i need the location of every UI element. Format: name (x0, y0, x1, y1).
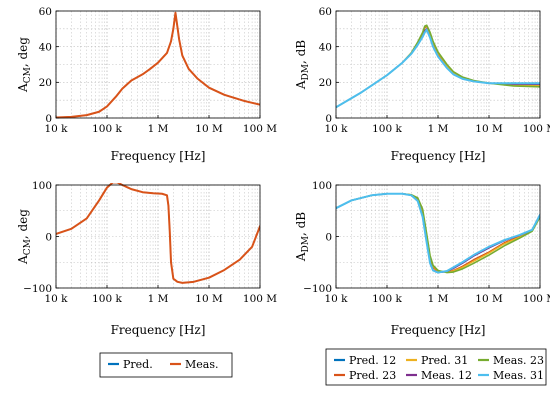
x-axis-label: Frequency [Hz] (111, 149, 206, 163)
legend-label-pred-31: Pred. 31 (421, 354, 468, 367)
series-lines (336, 192, 540, 274)
y-axis-label: ACM, deg (16, 37, 33, 93)
y-tick-label: 20 (39, 77, 52, 89)
series-lines (336, 24, 540, 109)
y-tick-label: 60 (39, 6, 52, 18)
y-tick-label: 0 (325, 113, 332, 125)
series-line-meas-31 (336, 192, 540, 274)
legend-label-meas-12: Meas. 12 (421, 369, 472, 382)
legend-label-pred-23: Pred. 23 (349, 369, 396, 382)
legend-label-pred-: Pred. (123, 358, 153, 371)
x-axis-label: Frequency [Hz] (111, 323, 206, 337)
x-tick-label: 10 M (475, 293, 503, 305)
y-tick-label: 60 (319, 6, 332, 18)
x-tick-label: 1 M (148, 293, 169, 305)
x-axis-label: Frequency [Hz] (391, 323, 486, 337)
x-tick-label: 10 M (195, 123, 223, 135)
y-tick-label: 0 (45, 231, 52, 243)
y-axis-label: ADM, dB (294, 212, 311, 262)
x-tick-label: 100 M (523, 293, 550, 305)
x-tick-label: 100 k (92, 123, 122, 135)
plots-group: 10 k 100 k 1 M 10 M 100 M 0 20 40 60 Frequency [H… (16, 6, 550, 337)
legend-left: Pred. Meas. (99, 352, 233, 378)
x-tick-label: 10 M (475, 123, 503, 135)
x-tick-label: 1 M (428, 123, 449, 135)
x-tick-label: 100 M (243, 123, 277, 135)
y-tick-label: 40 (39, 41, 52, 53)
y-tick-label: 0 (325, 231, 332, 243)
x-tick-label: 100 k (92, 293, 122, 305)
y-tick-label: 40 (319, 41, 332, 53)
x-axis-label: Frequency [Hz] (391, 149, 486, 163)
x-tick-label: 100 M (523, 123, 550, 135)
series-line-meas- (56, 183, 260, 284)
y-tick-label: 0 (45, 113, 52, 125)
x-tick-label: 100 k (372, 293, 402, 305)
x-tick-label: 10 k (324, 123, 348, 135)
legend-label-meas-23: Meas. 23 (493, 354, 544, 367)
x-tick-label: 100 k (372, 123, 402, 135)
series-line-meas- (56, 11, 260, 119)
panel-dm_phase: 10 k 100 k 1 M 10 M 100 M −100 0 100 Frequency [… (294, 180, 550, 337)
x-tick-label: 10 k (44, 123, 68, 135)
y-tick-label: 100 (312, 180, 332, 192)
series-lines (56, 11, 260, 119)
legend-right: Pred. 12 Pred. 31 Meas. 23 Pred. 23 Meas. 12… (325, 348, 547, 386)
x-tick-label: 10 k (44, 293, 68, 305)
x-tick-label: 100 M (243, 293, 277, 305)
legend-box (325, 348, 547, 386)
y-tick-label: −100 (303, 283, 332, 295)
legend-box (99, 352, 233, 378)
series-lines (56, 183, 260, 284)
x-tick-label: 10 k (324, 293, 348, 305)
legend-label-meas-: Meas. (185, 358, 218, 371)
legend-label-pred-12: Pred. 12 (349, 354, 396, 367)
panel-dm_mag: 10 k 100 k 1 M 10 M 100 M 0 20 40 60 Frequency [H… (294, 6, 550, 163)
panel-cm_phase: 10 k 100 k 1 M 10 M 100 M −100 0 100 Frequency [… (16, 180, 277, 337)
panel-cm_mag: 10 k 100 k 1 M 10 M 100 M 0 20 40 60 Frequency [H… (16, 6, 277, 163)
y-tick-label: −100 (23, 283, 52, 295)
series-line-meas-31 (336, 28, 540, 109)
x-tick-label: 1 M (428, 293, 449, 305)
legend-label-meas-31: Meas. 31 (493, 369, 544, 382)
y-axis-label: ACM, deg (16, 209, 33, 265)
y-axis-label: ADM, dB (294, 40, 311, 90)
x-tick-label: 1 M (148, 123, 169, 135)
y-tick-label: 100 (32, 180, 52, 192)
x-tick-label: 10 M (195, 293, 223, 305)
y-tick-label: 20 (319, 77, 332, 89)
